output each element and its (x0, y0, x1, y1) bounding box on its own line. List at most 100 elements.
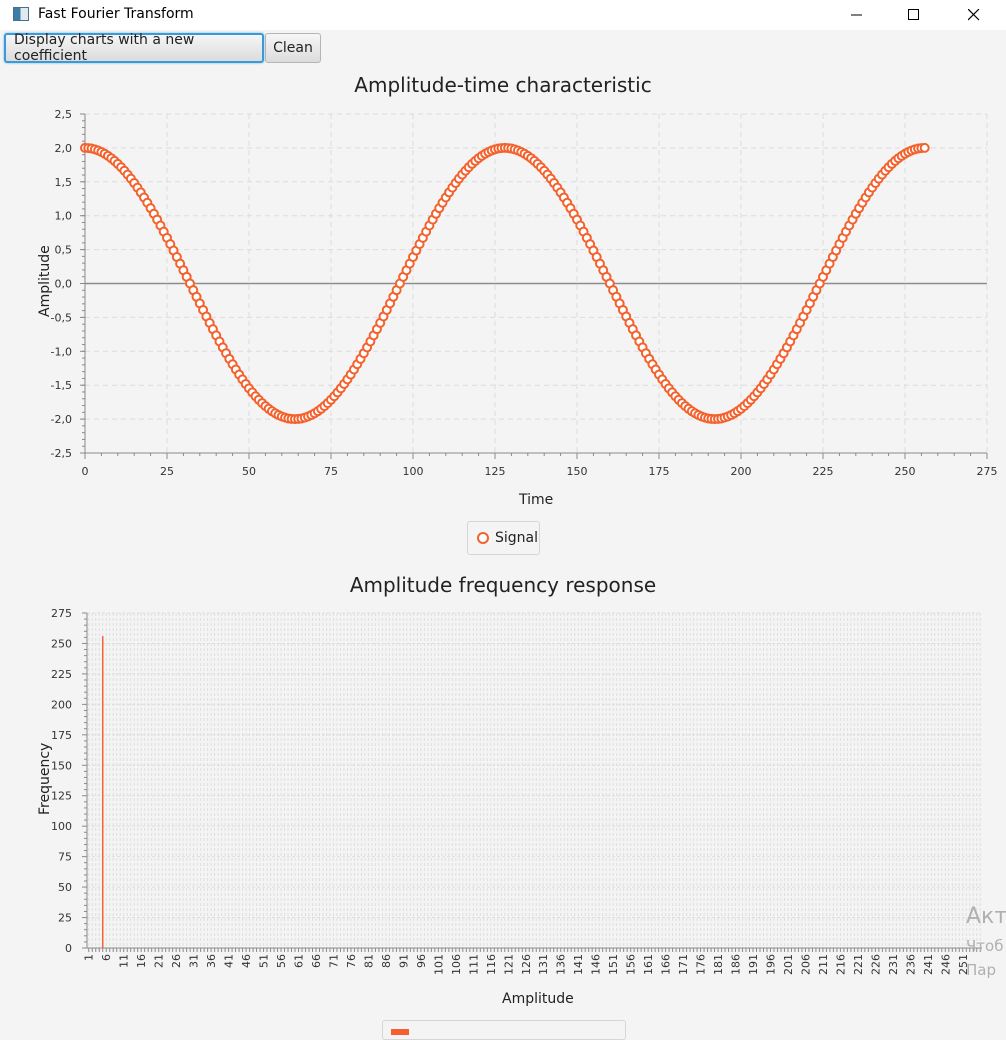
chart2-x-tick-label: 101 (432, 954, 445, 975)
signal-point (919, 142, 930, 153)
chart1-x-tick-label: 75 (324, 465, 338, 478)
chart2-title: Amplitude frequency response (349, 573, 657, 597)
chart1-x-tick-label: 275 (977, 465, 998, 478)
chart2-x-tick-label: 126 (520, 954, 533, 975)
close-button[interactable] (951, 0, 997, 30)
activation-watermark-line3: Пар (966, 961, 996, 979)
chart2-y-tick-label: 225 (51, 668, 72, 681)
chart1-x-tick-label: 150 (567, 465, 588, 478)
chart2-x-tick-label: 241 (922, 954, 935, 975)
chart2-legend (382, 1020, 626, 1040)
maximize-icon (908, 9, 919, 20)
app-icon (13, 7, 29, 21)
chart1-title: Amplitude-time characteristic (354, 73, 652, 97)
minimize-button[interactable] (834, 0, 880, 30)
chart2-x-tick-label: 206 (799, 954, 812, 975)
chart2-x-tick-label: 171 (677, 954, 690, 975)
chart2-x-tick-label: 201 (782, 954, 795, 975)
chart1-x-tick-label: 125 (485, 465, 506, 478)
chart2-y-tick-label: 50 (58, 881, 72, 894)
chart2-x-tick-label: 41 (223, 954, 236, 968)
chart2-x-tick-label: 96 (415, 954, 428, 968)
maximize-button[interactable] (891, 0, 937, 30)
chart1-y-tick-label: 0,5 (55, 244, 73, 257)
chart1-x-tick-label: 25 (160, 465, 174, 478)
chart1-y-tick-label: 2,5 (55, 108, 73, 121)
chart2-x-tick-label: 231 (887, 954, 900, 975)
chart2-plot-background (87, 613, 982, 948)
display-charts-button[interactable]: Display charts with a new coefficient (4, 32, 264, 64)
chart1-y-tick-label: -2,0 (51, 413, 72, 426)
chart2-y-tick-label: 125 (51, 790, 72, 803)
chart1-x-axis-label: Time (519, 492, 554, 508)
amplitude-time-chart: 0 25 50 75 100 125 150 175 200 225 250 275 2,5 2,0 1,5… (51, 108, 998, 478)
chart2-x-tick-label: 61 (293, 954, 306, 968)
chart2-x-tick-label: 246 (939, 954, 952, 975)
activation-watermark-line2: Чтоб (966, 937, 1004, 955)
chart1-y-tick-label: 1,0 (55, 210, 73, 223)
chart2-x-tick-label: 176 (695, 954, 708, 975)
chart2-x-tick-label: 151 (607, 954, 620, 975)
chart2-x-tick-label: 106 (450, 954, 463, 975)
chart2-x-tick-label: 181 (712, 954, 725, 975)
chart1-y-tick-label: -1,5 (51, 379, 72, 392)
chart2-y-tick-label: 200 (51, 698, 72, 711)
chart1-x-tick-label: 0 (82, 465, 89, 478)
chart2-x-tick-label: 146 (590, 954, 603, 975)
chart2-x-tick-label: 221 (852, 954, 865, 975)
chart2-y-tick-label: 275 (51, 607, 72, 620)
chart2-x-tick-label: 191 (747, 954, 760, 975)
window-title: Fast Fourier Transform (38, 6, 194, 22)
chart2-x-tick-label: 36 (205, 954, 218, 968)
chart2-x-tick-label: 141 (572, 954, 585, 975)
chart1-y-tick-label: -0,5 (51, 311, 72, 324)
chart1-y-tick-label: 1,5 (55, 176, 73, 189)
chart2-x-tick-label: 26 (170, 954, 183, 968)
chart2-x-tick-label: 81 (362, 954, 375, 968)
chart2-x-tick-label: 156 (625, 954, 638, 975)
chart2-y-tick-label: 0 (65, 942, 72, 955)
chart2-x-tick-label: 121 (502, 954, 515, 975)
chart2-x-tick-label: 226 (869, 954, 882, 975)
chart2-x-tick-label: 166 (660, 954, 673, 975)
chart1-y-tick-label: 0,0 (55, 278, 73, 291)
chart2-x-tick-label: 236 (904, 954, 917, 975)
chart1-x-tick-label: 200 (731, 465, 752, 478)
chart2-x-tick-label: 186 (730, 954, 743, 975)
chart2-x-tick-label: 161 (642, 954, 655, 975)
chart2-x-tick-label: 31 (188, 954, 201, 968)
chart2-x-tick-label: 251 (957, 954, 970, 975)
minimize-icon (851, 14, 862, 16)
chart1-x-tick-label: 250 (895, 465, 916, 478)
chart2-x-tick-label: 71 (327, 954, 340, 968)
chart2-x-tick-label: 111 (467, 954, 480, 975)
chart2-x-axis-label: Amplitude (502, 991, 574, 1007)
chart2-x-tick-label: 11 (118, 954, 131, 968)
chart2-x-tick-label: 91 (397, 954, 410, 968)
chart2-x-tick-label: 6 (100, 954, 113, 961)
chart2-x-tick-label: 86 (380, 954, 393, 968)
activation-watermark-line1: Акт (966, 904, 1006, 929)
chart2-y-tick-label: 150 (51, 759, 72, 772)
chart2-x-tick-label: 56 (275, 954, 288, 968)
clean-button[interactable]: Clean (265, 33, 321, 63)
chart2-x-tick-label: 16 (135, 954, 148, 968)
chart1-x-tick-label: 225 (813, 465, 834, 478)
chart2-legend-symbol (391, 1029, 409, 1035)
chart2-x-tick-label: 51 (258, 954, 271, 968)
chart2-y-tick-label: 100 (51, 820, 72, 833)
chart2-x-tick-label: 136 (555, 954, 568, 975)
chart1-y-tick-label: -1,0 (51, 345, 72, 358)
chart2-x-tick-label: 66 (310, 954, 323, 968)
window-titlebar[interactable]: Fast Fourier Transform (0, 0, 1006, 30)
chart2-x-tick-label: 1 (83, 954, 96, 961)
chart1-y-tick-label: 2,0 (55, 142, 73, 155)
chart2-x-tick-label: 131 (537, 954, 550, 975)
chart2-x-tick-label: 216 (834, 954, 847, 975)
chart2-y-tick-label: 25 (58, 912, 72, 925)
chart1-legend: Signal (467, 521, 540, 555)
chart2-x-tick-label: 116 (485, 954, 498, 975)
signal-legend-label: Signal (495, 530, 539, 546)
chart2-x-tick-label: 211 (817, 954, 830, 975)
